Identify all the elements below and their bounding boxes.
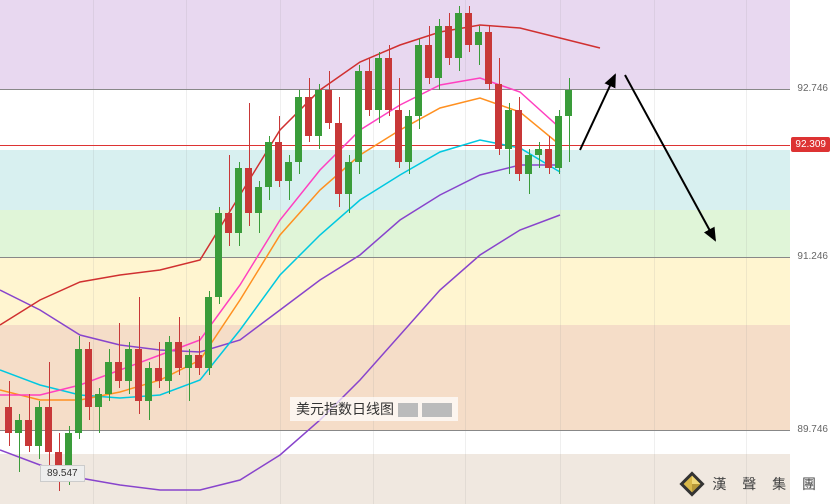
price-axis: 92.74692.30991.24689.746 xyxy=(790,0,830,504)
diamond-icon xyxy=(678,470,706,498)
chart-area[interactable]: 美元指数日线图 89.547 xyxy=(0,0,790,504)
chart-title: 美元指数日线图 xyxy=(290,397,458,421)
chart-container: 美元指数日线图 89.547 92.74692.30991.24689.746 … xyxy=(0,0,830,504)
forecast-arrows xyxy=(0,0,790,504)
logo-text: 漢 聲 集 團 xyxy=(712,474,822,494)
bottom-price-label: 89.547 xyxy=(40,465,85,482)
logo: 漢 聲 集 團 xyxy=(678,470,822,498)
